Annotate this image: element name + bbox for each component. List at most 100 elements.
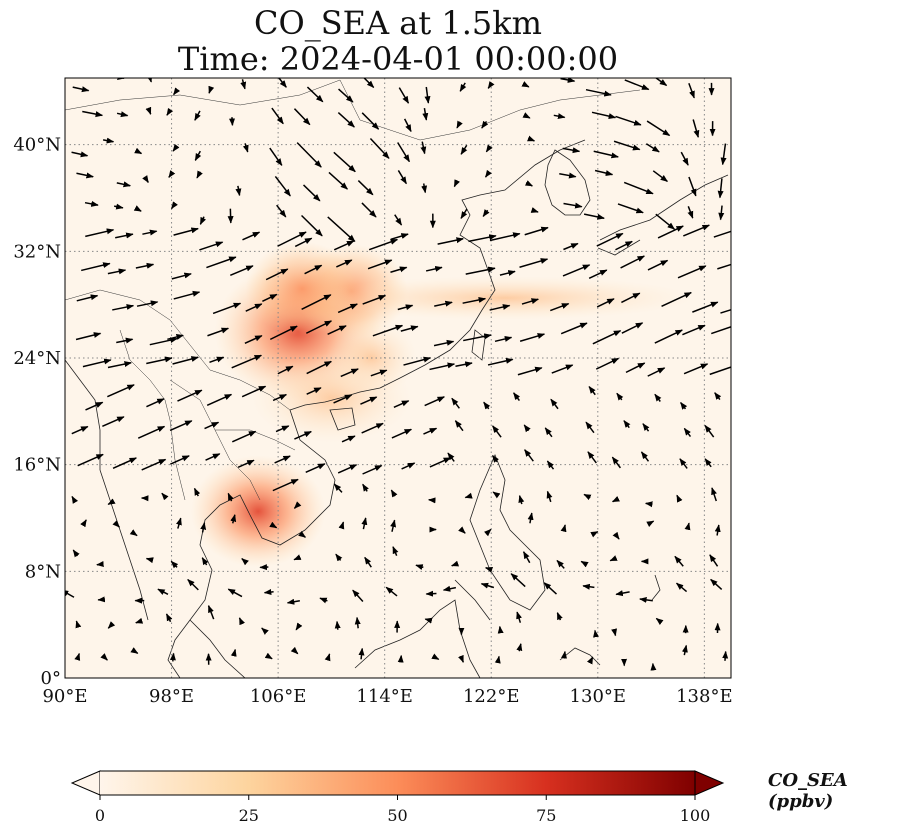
wind-arrow (338, 521, 345, 530)
wind-arrow (590, 530, 599, 538)
wind-arrow (563, 242, 579, 251)
wind-arrow (368, 238, 399, 251)
concentration-field (190, 241, 695, 568)
wind-arrow (352, 589, 364, 603)
wind-arrow (524, 226, 549, 236)
wind-arrow (654, 329, 683, 344)
wind-arrow (107, 498, 116, 506)
wind-arrow (71, 495, 79, 504)
wind-arrow (172, 143, 180, 152)
co-hotspot (190, 455, 326, 568)
wind-arrow (327, 216, 356, 242)
wind-arrow (167, 334, 184, 341)
wind-arrow (333, 151, 356, 173)
wind-arrow (646, 520, 655, 527)
wind-arrow (137, 425, 166, 439)
wind-arrow (588, 385, 596, 396)
wind-arrow (421, 183, 428, 194)
wind-arrow (75, 332, 102, 341)
wind-arrow (522, 112, 531, 119)
colorbar-label: CO_SEA (ppbv) (768, 770, 848, 812)
wind-arrow (550, 398, 559, 410)
axis-tick-labels: 90°E 98°E 106°E 114°E 122°E 130°E 138°E 0° 8°N 16… (13, 135, 732, 707)
wind-arrow (530, 207, 539, 213)
wind-arrow (85, 401, 104, 411)
wind-arrow (683, 224, 710, 237)
wind-arrow (583, 213, 605, 220)
wind-arrow (107, 384, 135, 398)
wind-arrow (722, 650, 729, 661)
wind-arrow (480, 582, 495, 589)
wind-arrow (100, 653, 108, 661)
lon-tick-label: 106°E (250, 686, 307, 707)
wind-arrow (596, 298, 615, 308)
lat-tick-label: 24°N (13, 348, 61, 369)
wind-arrow (615, 590, 630, 597)
wind-arrow (580, 560, 589, 568)
wind-arrow (302, 184, 321, 202)
wind-arrow (286, 598, 300, 605)
wind-arrow (559, 172, 577, 179)
wind-arrow (617, 203, 644, 214)
wind-arrow (264, 652, 273, 660)
wind-arrow (613, 140, 641, 151)
wind-arrow (437, 237, 464, 245)
wind-arrow (362, 464, 383, 475)
wind-arrow (271, 107, 284, 125)
wind-arrow (585, 88, 612, 97)
wind-arrow (543, 582, 557, 595)
wind-arrow (491, 455, 499, 463)
wind-arrow (204, 421, 220, 430)
wind-arrow (237, 459, 255, 468)
wind-arrow (623, 420, 631, 429)
wind-arrow (187, 578, 199, 591)
wind-arrow (489, 232, 521, 242)
co-plume (314, 276, 695, 320)
wind-arrow (458, 526, 466, 534)
wind-arrow (560, 78, 576, 83)
wind-arrow (717, 178, 724, 199)
wind-arrow (362, 294, 387, 305)
wind-arrow (142, 229, 158, 236)
wind-arrow (562, 264, 591, 277)
wind-arrow (229, 117, 236, 126)
wind-arrow (238, 617, 245, 626)
wind-arrow (517, 366, 543, 376)
wind-arrow (553, 113, 566, 120)
wind-arrow (361, 202, 377, 218)
wind-arrow (319, 597, 328, 604)
lon-tick-label: 98°E (149, 686, 194, 707)
wind-arrow (483, 528, 492, 537)
wind-arrow (711, 487, 717, 502)
wind-arrow (434, 300, 453, 307)
wind-arrow (74, 652, 81, 661)
wind-arrow (208, 85, 215, 94)
wind-arrow (334, 620, 341, 630)
wind-arrow (96, 561, 104, 568)
wind-arrow (527, 135, 536, 142)
colorbar-tick-label: 50 (387, 806, 408, 825)
wind-arrow (623, 181, 654, 195)
wind-arrow (116, 337, 134, 344)
wind-arrow (333, 240, 355, 251)
wind-arrow (295, 622, 303, 631)
wind-arrow (612, 531, 620, 540)
wind-arrow (521, 298, 539, 305)
wind-arrow (556, 559, 565, 569)
wind-arrow (611, 495, 620, 503)
wind-arrow (621, 322, 644, 334)
wind-arrow (624, 79, 650, 91)
wind-arrow (562, 147, 581, 154)
wind-arrow (455, 361, 473, 368)
wind-arrow (337, 303, 358, 314)
wind-arrow (77, 453, 104, 467)
wind-arrow (157, 588, 169, 596)
wind-arrow (306, 387, 322, 395)
wind-arrow (704, 424, 715, 438)
wind-arrow (115, 232, 134, 239)
wind-arrow (397, 170, 407, 185)
wind-arrow (676, 494, 683, 503)
wind-arrow (306, 360, 332, 375)
wind-arrow (433, 339, 455, 347)
wind-arrow (499, 270, 516, 276)
